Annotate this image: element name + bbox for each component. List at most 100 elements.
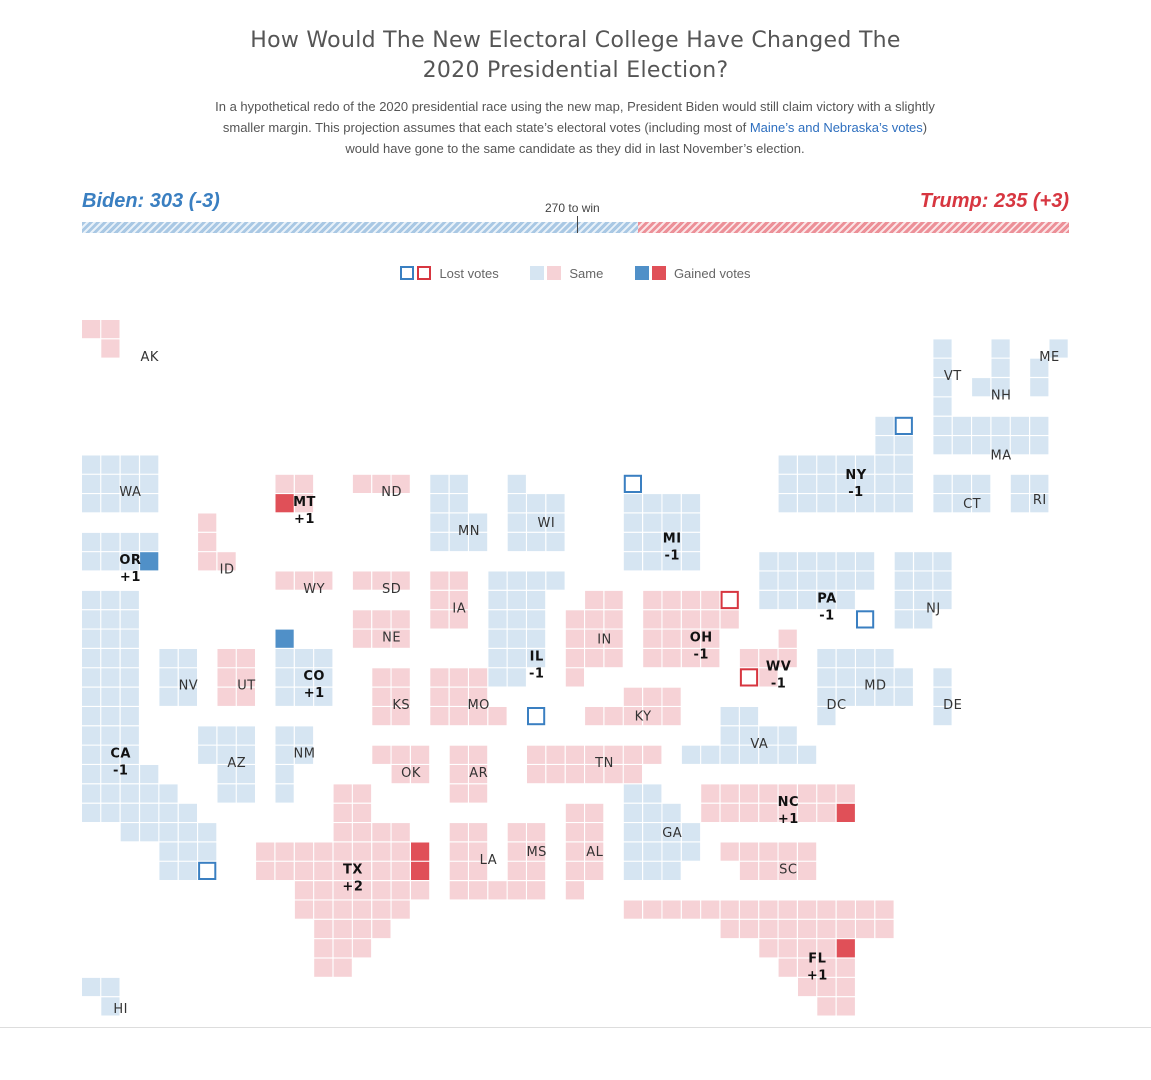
vote-tile <box>294 900 314 919</box>
vote-tile <box>662 842 681 861</box>
vote-tile <box>275 649 294 668</box>
vote-tile <box>469 842 488 861</box>
state-label: NE <box>382 630 401 645</box>
vote-tile <box>623 861 642 880</box>
vote-tile <box>585 745 604 764</box>
vote-tile <box>217 765 236 784</box>
vote-tile <box>333 881 352 900</box>
vote-tile <box>662 629 681 648</box>
vote-tile <box>430 571 449 590</box>
vote-tile <box>565 881 584 900</box>
vote-tile <box>546 571 565 590</box>
state-label: VA <box>750 737 768 752</box>
vote-tile <box>82 320 101 339</box>
vote-tile <box>604 590 623 610</box>
vote-tile <box>894 687 913 706</box>
vote-tile <box>681 610 701 629</box>
vote-tile <box>507 668 526 687</box>
vote-tile <box>759 668 778 687</box>
legend-dem-gain-swatch <box>634 266 649 281</box>
vote-tile <box>933 358 952 377</box>
vote-tile <box>759 552 778 571</box>
state-label: OR <box>119 553 141 568</box>
vote-tile <box>352 881 372 900</box>
vote-tile <box>836 649 855 668</box>
state-label: WI <box>538 516 556 531</box>
state-de: DE <box>527 668 962 726</box>
vote-tile <box>933 552 952 571</box>
state-mn: MN <box>430 474 488 552</box>
vote-tile <box>720 610 739 629</box>
vote-tile <box>856 668 875 687</box>
vote-tile <box>546 513 565 532</box>
vote-tile <box>739 784 759 803</box>
vote-tile <box>217 552 236 571</box>
vote-tile <box>527 842 546 861</box>
legend-rep-same-swatch <box>547 266 562 281</box>
vote-tile <box>623 842 642 861</box>
vote-tile <box>875 668 894 687</box>
vote-tile <box>198 745 217 764</box>
vote-tile <box>275 687 294 706</box>
state-sc: SC <box>720 842 817 880</box>
vote-tile <box>972 378 991 397</box>
vote-tile <box>817 455 836 474</box>
vote-tile <box>739 745 759 764</box>
vote-tile <box>101 649 120 668</box>
vote-tile <box>449 571 468 590</box>
maine-nebraska-link[interactable]: Maine’s and Nebraska’s votes <box>749 120 923 135</box>
vote-tile <box>836 668 855 687</box>
vote-tile <box>836 958 855 977</box>
vote-tile <box>120 610 139 629</box>
vote-tile <box>914 590 933 610</box>
vote-tile <box>82 590 101 610</box>
vote-tile <box>546 765 565 784</box>
vote-tile <box>817 997 836 1016</box>
state-wy: WY <box>275 571 333 597</box>
vote-tile <box>372 861 391 880</box>
vote-tile <box>604 765 623 784</box>
vote-tile <box>178 842 197 861</box>
vote-tile <box>198 823 217 842</box>
state-az: AZ <box>198 726 255 803</box>
vote-tile <box>101 784 120 803</box>
state-label: MN <box>458 524 480 539</box>
vote-tile <box>720 803 739 822</box>
vote-tile <box>178 668 197 687</box>
vote-tile <box>82 532 101 552</box>
electoral-vote-bar <box>82 216 1069 233</box>
vote-tile <box>469 513 488 532</box>
state-change-label: -1 <box>113 763 128 778</box>
vote-tile <box>527 881 546 900</box>
vote-tile <box>101 687 120 706</box>
vote-tile <box>623 900 642 919</box>
state-me: ME <box>1030 339 1068 397</box>
state-fl: FL +1 <box>623 900 894 1016</box>
vote-tile <box>933 590 952 610</box>
vote-tile <box>623 552 642 571</box>
vote-tile <box>275 765 294 784</box>
vote-tile <box>662 900 681 919</box>
vote-tile <box>817 707 836 726</box>
vote-tile <box>507 571 526 590</box>
vote-tile <box>720 745 739 764</box>
vote-tile <box>507 842 526 861</box>
vote-tile <box>120 765 139 784</box>
vote-tile <box>585 649 604 668</box>
vote-tile <box>352 610 372 629</box>
vote-tile <box>120 532 139 552</box>
vote-tile <box>430 687 449 706</box>
vote-tile <box>178 649 197 668</box>
vote-tile <box>159 649 178 668</box>
vote-tile <box>604 745 623 764</box>
vote-tile <box>314 958 333 977</box>
state-il: IL -1 <box>488 571 565 687</box>
vote-tile <box>430 532 449 552</box>
state-ia: IA <box>430 571 468 629</box>
state-label: MA <box>991 448 1012 463</box>
vote-tile <box>236 726 255 745</box>
vote-tile <box>488 590 507 610</box>
vote-tile <box>82 649 101 668</box>
vote-tile <box>314 649 333 668</box>
vote-tile <box>778 861 797 880</box>
